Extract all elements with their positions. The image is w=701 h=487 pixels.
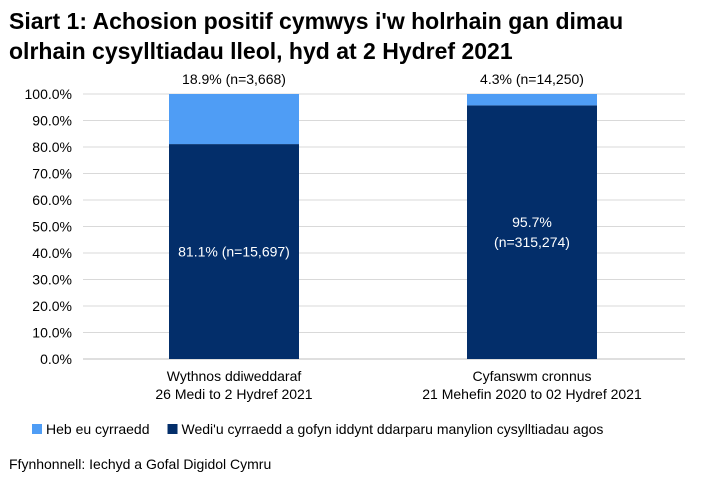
legend-label: Heb eu cyrraedd <box>46 421 150 437</box>
data-label-line: 18.9% (n=3,668) <box>182 71 286 87</box>
bar-segment <box>467 105 597 360</box>
x-category-label: Cyfanswm cronnus 21 Mehefin 2020 to 02 Hy… <box>422 368 642 402</box>
data-labels: 81.1% (n=15,697) 18.9% (n=3,668) 95.7% (n=3… <box>178 71 584 260</box>
x-axis: Wythnos ddiweddaraf 26 Medi to 2 Hydref 2… <box>155 368 642 402</box>
x-category-label-line: Cyfanswm cronnus <box>472 368 591 384</box>
data-label: 18.9% (n=3,668) <box>182 71 286 87</box>
y-axis: 0.0% 10.0% 20.0% 30.0% 40.0% 50.0% 60.0% 70.0% 8… <box>25 86 685 367</box>
x-category-label: Wythnos ddiweddaraf 26 Medi to 2 Hydref 2… <box>155 368 312 402</box>
bars <box>169 94 597 360</box>
data-label: 95.7% (n=315,274) <box>494 214 570 250</box>
y-tick-label: 90.0% <box>32 113 72 129</box>
bar-segment <box>169 94 299 145</box>
y-tick-label: 100.0% <box>25 86 72 102</box>
y-tick-label: 80.0% <box>32 139 72 155</box>
bar-segment <box>467 94 597 106</box>
y-tick-label: 30.0% <box>32 272 72 288</box>
data-label-line: 81.1% (n=15,697) <box>178 244 290 260</box>
chart-title: Siart 1: Achosion positif cymwys i'w hol… <box>9 8 624 64</box>
y-tick-label: 20.0% <box>32 298 72 314</box>
x-category-label-line: 26 Medi to 2 Hydref 2021 <box>155 386 312 402</box>
x-category-label-line: Wythnos ddiweddaraf <box>167 368 302 384</box>
data-label: 81.1% (n=15,697) <box>178 244 290 260</box>
legend-label: Wedi'u cyrraedd a gofyn iddynt ddarparu … <box>182 421 604 437</box>
y-tick-label: 10.0% <box>32 325 72 341</box>
y-tick-label: 0.0% <box>40 351 72 367</box>
data-label-line: 4.3% (n=14,250) <box>480 71 584 87</box>
y-tick-label: 70.0% <box>32 166 72 182</box>
source-note: Ffynhonnell: Iechyd a Gofal Digidol Cymr… <box>9 456 272 472</box>
legend-swatch <box>32 424 42 434</box>
legend: Heb eu cyrraedd Wedi'u cyrraedd a gofyn i… <box>32 421 603 437</box>
y-tick-label: 50.0% <box>32 219 72 235</box>
x-category-label-line: 21 Mehefin 2020 to 02 Hydref 2021 <box>422 386 642 402</box>
data-label-line: (n=315,274) <box>494 234 570 250</box>
bar-segment <box>169 144 299 359</box>
y-tick-label: 40.0% <box>32 245 72 261</box>
data-label-line: 95.7% <box>512 214 552 230</box>
y-tick-label: 60.0% <box>32 192 72 208</box>
data-label: 4.3% (n=14,250) <box>480 71 584 87</box>
legend-swatch <box>167 424 178 434</box>
